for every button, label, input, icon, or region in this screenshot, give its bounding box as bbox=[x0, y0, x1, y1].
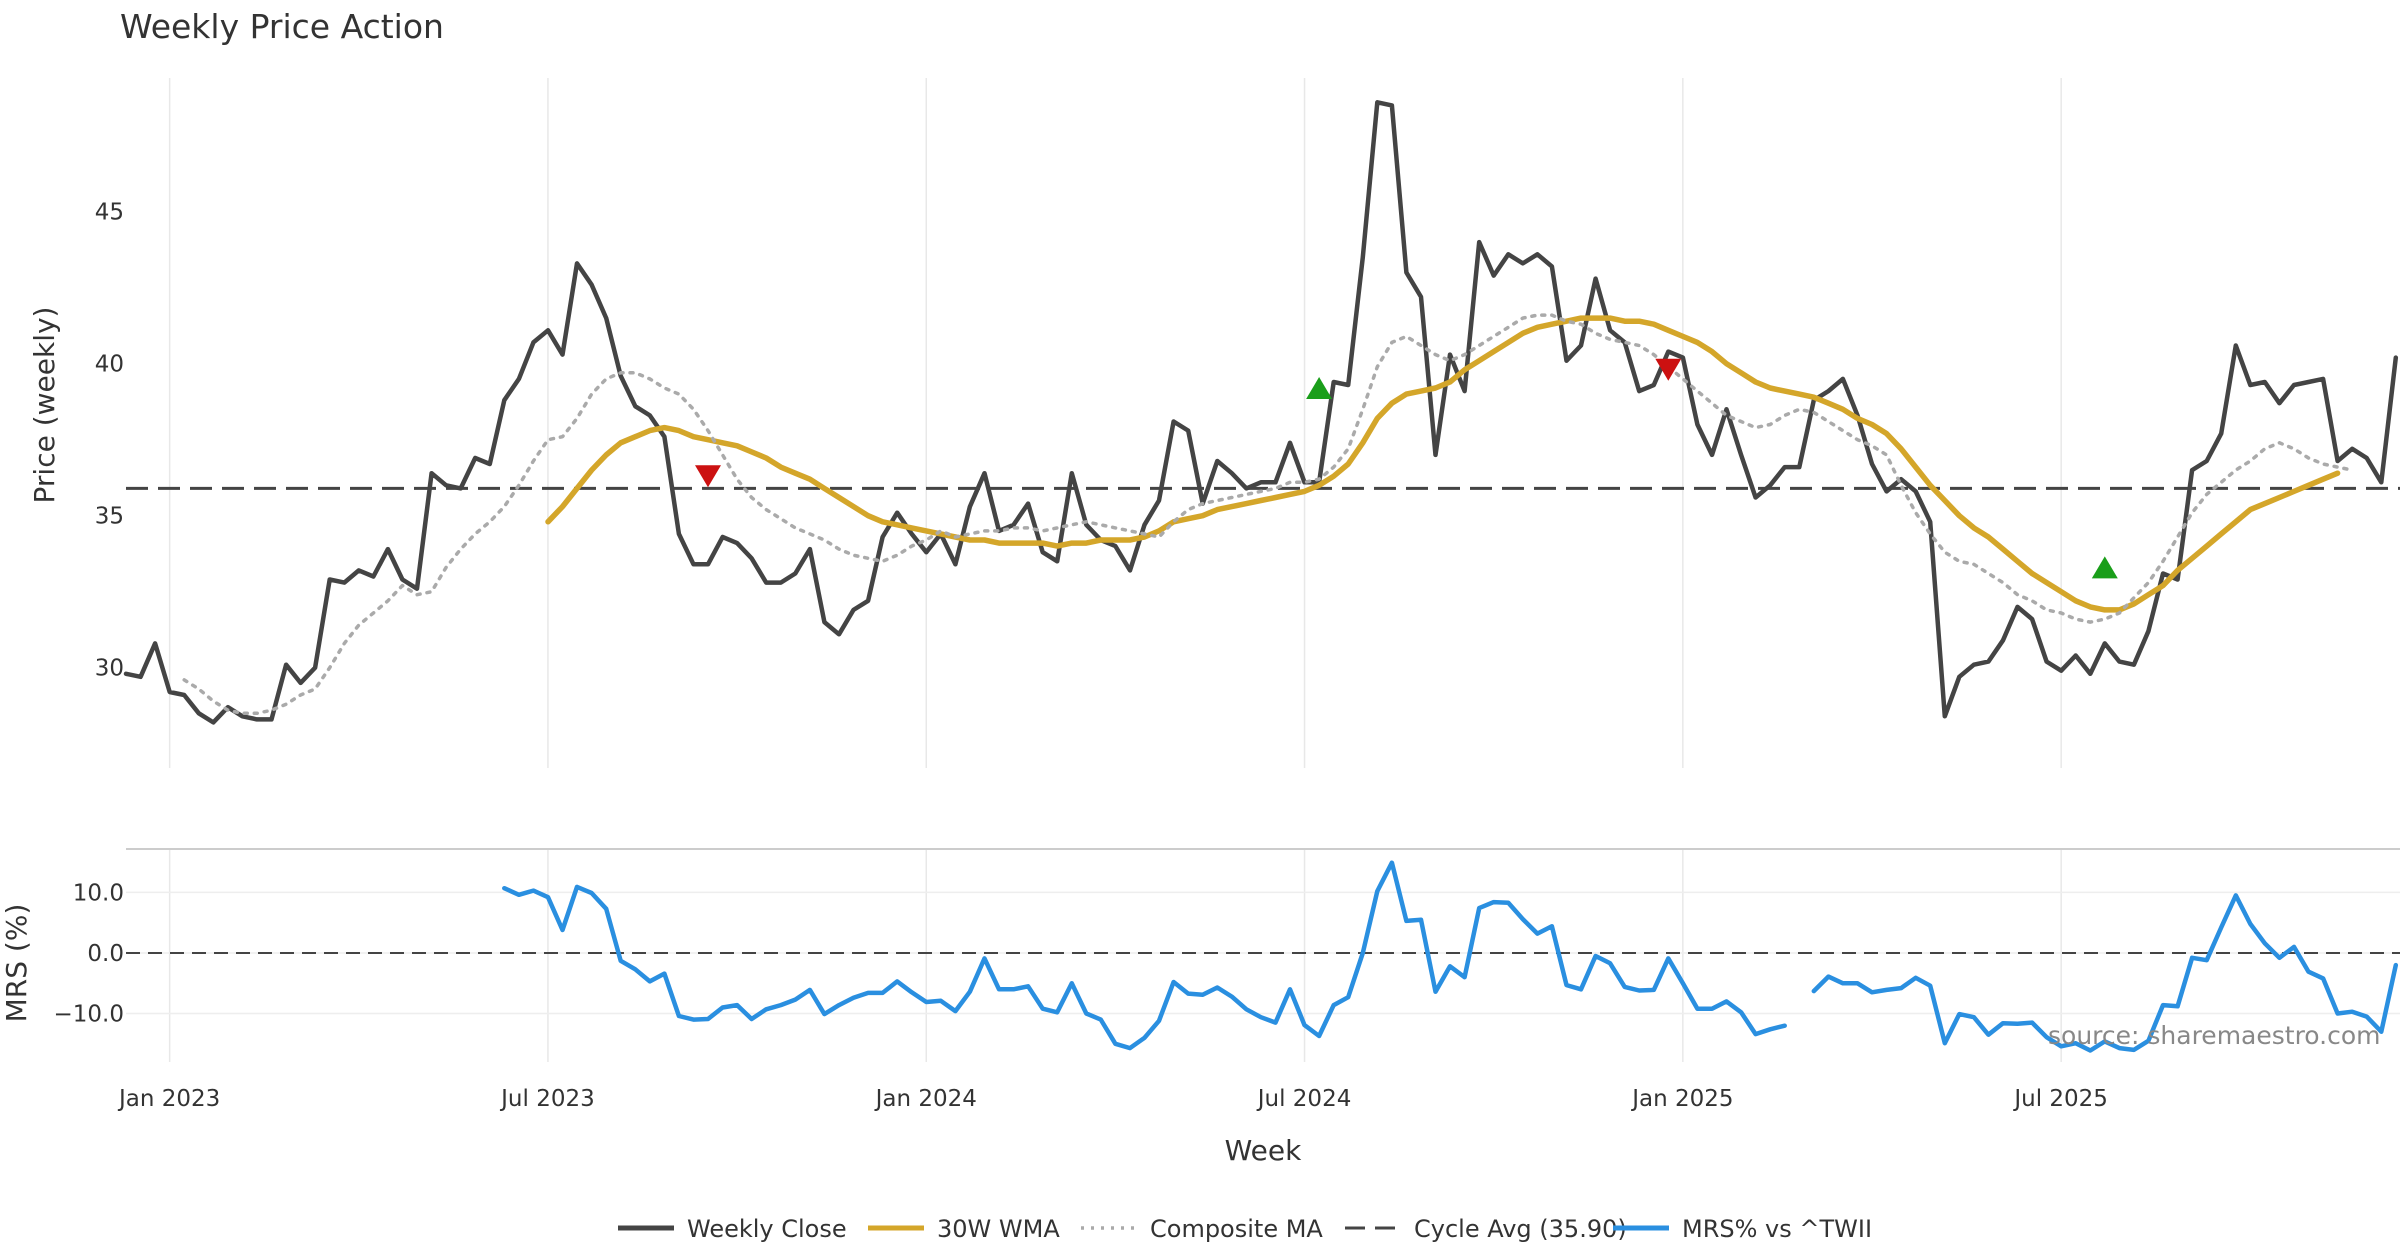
price-y-axis: 30 35 40 45 bbox=[95, 200, 124, 682]
series-mrs-segment-0 bbox=[502, 860, 1787, 1051]
buy-signal-3 bbox=[2091, 556, 2118, 579]
price-ytick-40: 40 bbox=[95, 352, 124, 378]
xtick-jul-2025: Jul 2025 bbox=[2012, 1086, 2108, 1112]
mrs-axis-title: MRS (%) bbox=[0, 904, 33, 1023]
series-mrs-segment-1 bbox=[1811, 893, 2399, 1053]
source-watermark: source: sharemaestro.com bbox=[2048, 1021, 2381, 1050]
price-ytick-45: 45 bbox=[95, 200, 124, 226]
series-30w-wma bbox=[545, 315, 2341, 613]
series bbox=[123, 100, 2399, 1053]
mrs-ytick-0: 10.0 bbox=[73, 880, 124, 906]
legend-label-cycle-avg-35-90: Cycle Avg (35.90) bbox=[1414, 1215, 1627, 1243]
price-axis-title: Price (weekly) bbox=[28, 307, 61, 504]
xtick-jul-2024: Jul 2024 bbox=[1256, 1086, 1352, 1112]
xtick-jan-2025: Jan 2025 bbox=[1630, 1086, 1733, 1112]
mrs-ytick-2: −10.0 bbox=[54, 1002, 124, 1028]
x-axis-title: Week bbox=[1225, 1134, 1302, 1167]
buy-signal-1 bbox=[1306, 377, 1333, 400]
series-composite-ma bbox=[182, 313, 2354, 716]
sell-signal-0 bbox=[695, 465, 721, 488]
xtick-jul-2023: Jul 2023 bbox=[499, 1086, 595, 1112]
legend: Weekly Close 30W WMA Composite MA Cycle Avg… bbox=[618, 1215, 1872, 1243]
signals bbox=[695, 358, 2118, 579]
legend-label-weekly-close: Weekly Close bbox=[687, 1215, 847, 1243]
price-ytick-35: 35 bbox=[95, 504, 124, 530]
xtick-jan-2023: Jan 2023 bbox=[117, 1086, 220, 1112]
price-ytick-30: 30 bbox=[95, 656, 124, 682]
chart-title: Weekly Price Action bbox=[120, 7, 444, 46]
xtick-jan-2024: Jan 2024 bbox=[874, 1086, 977, 1112]
mrs-ytick-1: 0.0 bbox=[87, 941, 124, 967]
mrs-y-axis: 10.0 0.0 −10.0 bbox=[54, 880, 124, 1027]
legend-label-30w-wma: 30W WMA bbox=[937, 1215, 1060, 1243]
series-weekly-close bbox=[123, 100, 2399, 725]
grid bbox=[126, 78, 2400, 1062]
sell-signal-2 bbox=[1655, 358, 1682, 381]
x-axis: Jan 2023 Jul 2023 Jan 2024 Jul 2024 Jan 2025… bbox=[117, 1086, 2108, 1112]
legend-label-composite-ma: Composite MA bbox=[1150, 1215, 1323, 1243]
legend-label-mrs-vs-twii: MRS% vs ^TWII bbox=[1682, 1215, 1872, 1243]
